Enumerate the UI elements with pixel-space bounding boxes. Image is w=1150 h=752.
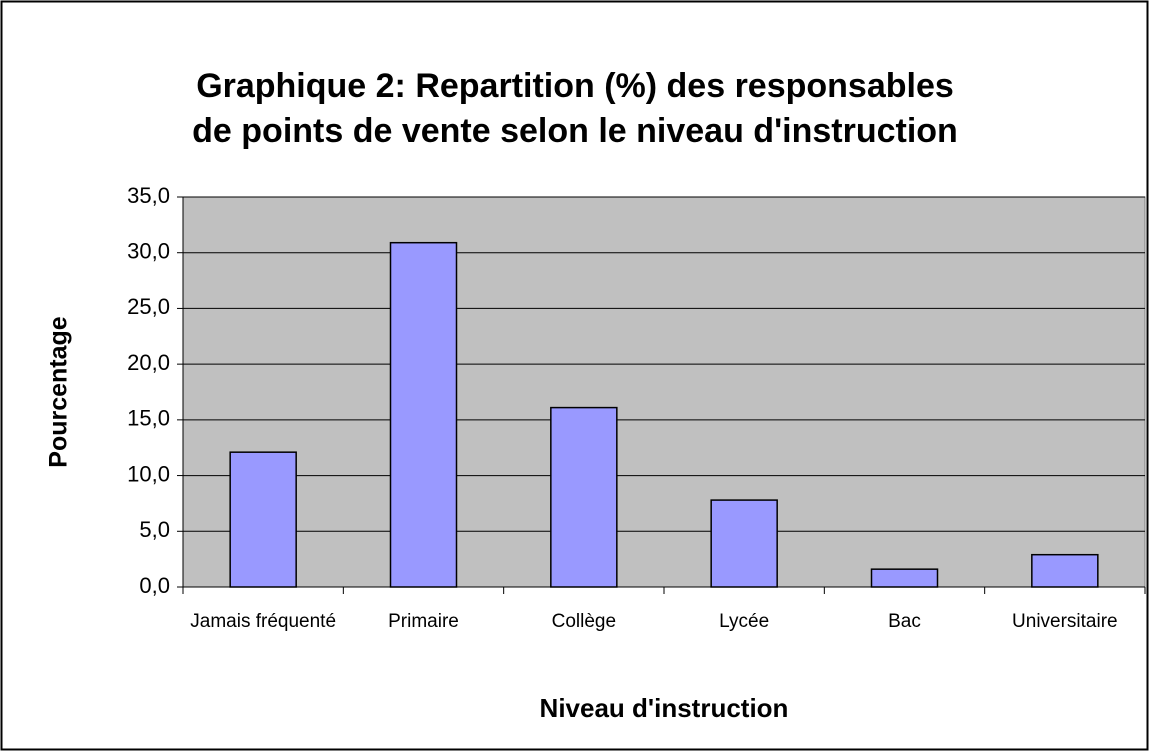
x-tick-label: Jamais fréquenté bbox=[190, 611, 336, 632]
x-tick-label: Collège bbox=[552, 611, 616, 632]
x-tick-label: Lycée bbox=[719, 611, 769, 632]
y-tick-label: 10,0 bbox=[127, 461, 170, 486]
x-tick-label: Bac bbox=[888, 611, 921, 632]
bar bbox=[710, 499, 778, 588]
y-tick-label: 20,0 bbox=[127, 350, 170, 375]
bar bbox=[550, 406, 618, 588]
y-tick-label: 25,0 bbox=[127, 294, 170, 319]
y-axis-title: Pourcentage bbox=[45, 316, 73, 468]
bar bbox=[870, 568, 939, 588]
y-tick-label: 0,0 bbox=[139, 573, 170, 598]
y-tick-label: 5,0 bbox=[139, 517, 170, 542]
bar bbox=[229, 451, 297, 588]
x-tick-label: Primaire bbox=[388, 611, 459, 632]
y-tick-label: 35,0 bbox=[127, 183, 170, 208]
y-tick-label: 15,0 bbox=[127, 406, 170, 431]
plot-area bbox=[182, 196, 1146, 588]
chart-title: Graphique 2: Repartition (%) des respons… bbox=[192, 67, 958, 150]
x-axis-title: Niveau d'instruction bbox=[540, 693, 789, 723]
x-tick-label: Universitaire bbox=[1012, 611, 1118, 632]
bar bbox=[1031, 553, 1099, 588]
bar bbox=[389, 241, 458, 588]
y-tick-label: 30,0 bbox=[127, 239, 170, 264]
